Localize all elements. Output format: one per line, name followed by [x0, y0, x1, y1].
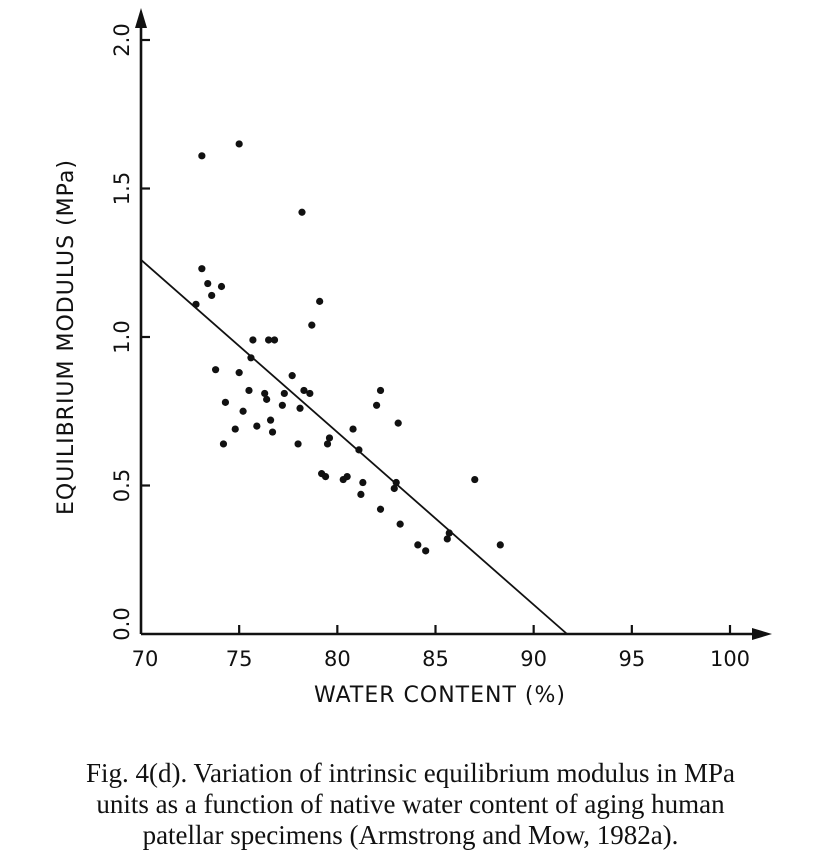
scatter-chart: 70 75 80 85 90 95 100 0.0 0.5 1.0 1.5 2.0 WATER CON…: [54, 8, 772, 708]
data-point: [349, 425, 357, 433]
axis-ticks: 70 75 80 85 90 95 100 0.0 0.5 1.0 1.5 2.0: [110, 23, 750, 671]
caption-line-1: Fig. 4(d). Variation of intrinsic equili…: [86, 758, 735, 788]
data-point: [396, 520, 404, 528]
x-axis-arrow: [752, 628, 772, 640]
data-point: [239, 407, 247, 415]
data-point: [414, 541, 422, 549]
data-point: [296, 404, 304, 412]
y-tick-label: 1.0: [110, 320, 134, 353]
data-point: [263, 395, 271, 403]
data-point: [253, 422, 261, 430]
data-point: [321, 472, 330, 481]
y-tick-label: 2.0: [110, 23, 134, 56]
data-point: [217, 282, 226, 291]
data-point: [268, 428, 277, 436]
data-point: [390, 484, 398, 493]
data-point: [265, 336, 273, 344]
data-point: [308, 321, 316, 329]
data-point: [496, 541, 504, 549]
regression-line-group: [140, 259, 568, 635]
data-point: [235, 369, 243, 377]
data-point: [443, 535, 451, 543]
data-point: [212, 366, 220, 374]
x-tick-label: 90: [520, 647, 547, 671]
data-point: [373, 401, 381, 409]
x-tick-label: 95: [618, 647, 645, 671]
data-point: [394, 419, 402, 427]
data-point: [323, 440, 332, 448]
data-point: [376, 505, 385, 513]
data-points: [192, 140, 504, 555]
data-point: [270, 336, 279, 344]
y-axis-label: EQUILIBRIUM MODULUS (MPa): [54, 159, 79, 515]
y-tick-label: 0.5: [110, 469, 134, 502]
x-axis-label: WATER CONTENT (%): [314, 683, 566, 708]
data-point: [355, 446, 363, 454]
regression-line: [140, 259, 568, 635]
x-tick-label: 70: [132, 647, 159, 671]
data-point: [266, 416, 275, 424]
data-point: [280, 389, 288, 398]
data-point: [198, 152, 206, 160]
data-point: [471, 475, 479, 484]
data-point: [316, 297, 324, 305]
x-tick-label: 100: [710, 647, 750, 671]
data-point: [249, 336, 257, 344]
data-point: [392, 478, 400, 487]
data-point: [247, 354, 255, 362]
data-point: [422, 547, 430, 555]
y-tick-label: 0.0: [110, 607, 134, 640]
data-point: [300, 386, 308, 395]
data-point: [245, 386, 253, 395]
data-point: [231, 425, 239, 433]
data-point: [359, 478, 367, 487]
data-point: [208, 291, 216, 300]
data-point: [261, 389, 269, 398]
x-tick-label: 75: [226, 647, 253, 671]
data-point: [192, 300, 200, 308]
data-point: [235, 140, 243, 148]
y-axis-arrow: [135, 8, 147, 28]
data-point: [343, 472, 351, 481]
axes: [135, 8, 772, 640]
data-point: [306, 389, 314, 398]
data-point: [298, 208, 306, 216]
data-point: [445, 529, 453, 537]
data-point: [219, 440, 228, 448]
data-point: [376, 386, 385, 395]
data-point: [204, 279, 212, 288]
caption-line-3: patellar specimens (Armstrong and Mow, 1…: [142, 820, 679, 850]
data-point: [294, 440, 302, 448]
data-point: [325, 434, 334, 442]
x-tick-label: 80: [324, 647, 351, 671]
data-point: [357, 490, 365, 499]
x-tick-label: 85: [422, 647, 449, 671]
data-point: [288, 372, 296, 380]
data-point: [221, 398, 230, 406]
data-point: [198, 265, 206, 273]
data-point: [278, 401, 286, 409]
figure-caption: Fig. 4(d). Variation of intrinsic equili…: [0, 758, 821, 851]
caption-line-2: units as a function of native water cont…: [96, 789, 725, 819]
y-tick-label: 1.5: [110, 172, 134, 205]
